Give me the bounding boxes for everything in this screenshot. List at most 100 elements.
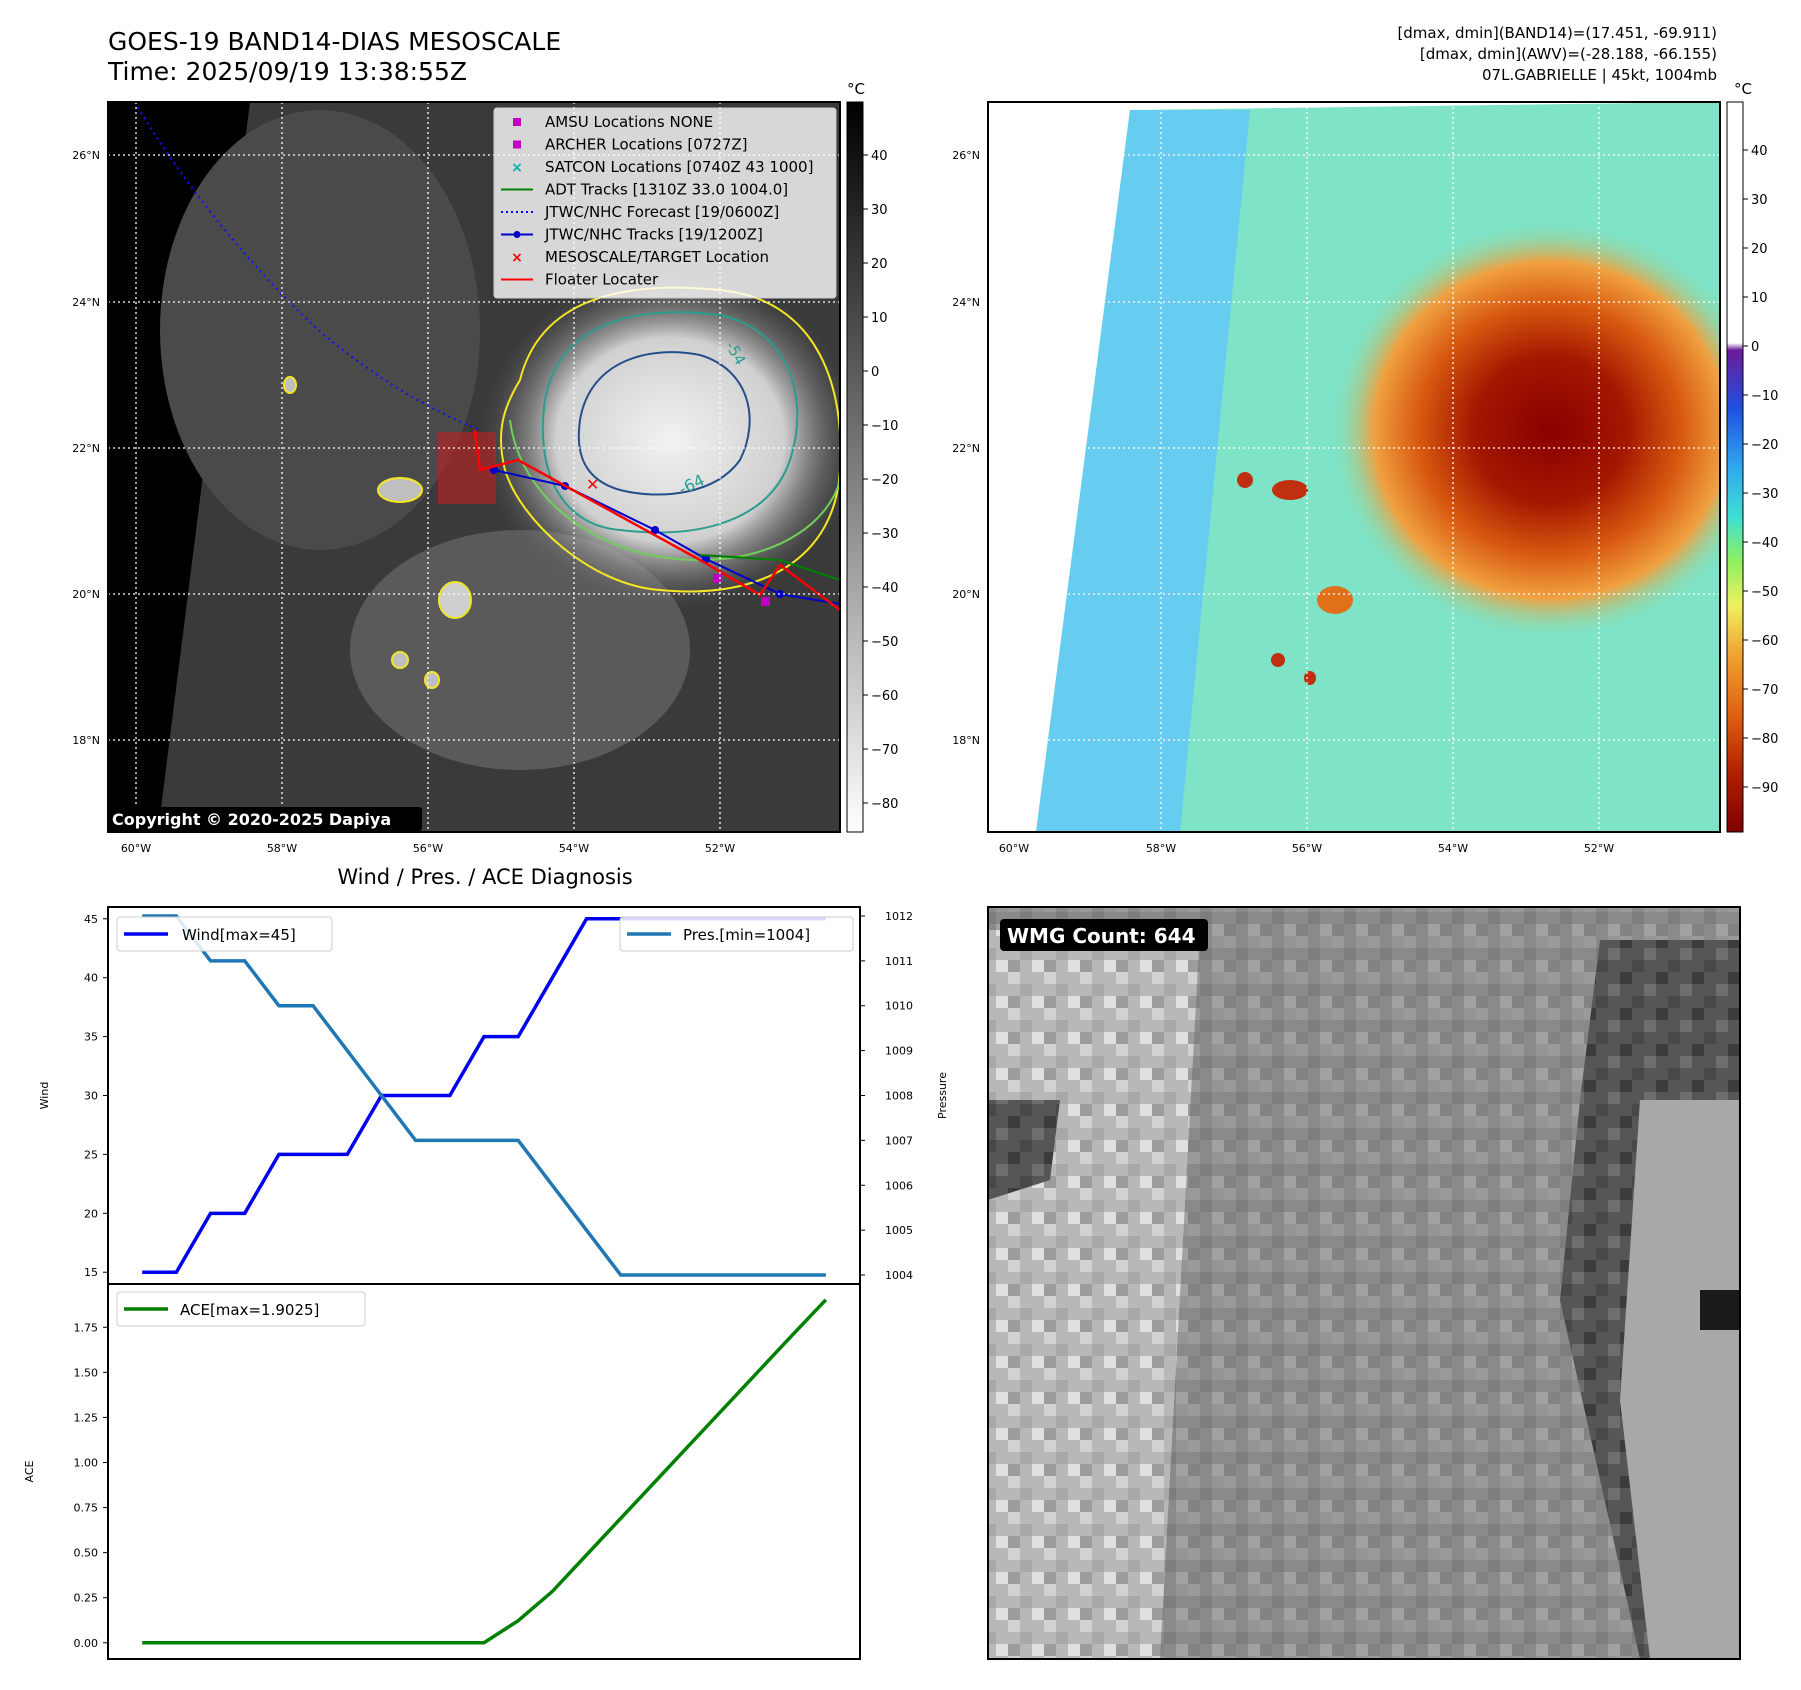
ir-contour-green <box>509 419 840 562</box>
ir-colorbar <box>846 101 864 833</box>
pressure-series-line <box>142 914 826 1277</box>
colorbar-tick-label: 30 <box>871 203 888 218</box>
jtwc-track-point <box>651 526 659 534</box>
lat-label: 22°N <box>72 442 100 455</box>
copyright-badge <box>108 807 422 831</box>
ir-legend: AMSU Locations NONE ARCHER Locations [072… <box>493 107 837 299</box>
wind-pressure-chart: 15 20 25 30 35 40 45 1004 1005 1006 1007 1008 1009 10… <box>38 906 949 1285</box>
colorbar-tick-label: 40 <box>1751 144 1768 159</box>
colorbar-tick-label: −40 <box>871 581 898 596</box>
pressure-y-tick-label: 1004 <box>885 1269 913 1282</box>
wmg-count-label: WMG Count: 644 <box>1007 924 1196 948</box>
colorbar-tick-label: −80 <box>1751 732 1778 747</box>
legend-label: AMSU Locations NONE <box>545 113 713 131</box>
awv-cell-1 <box>1317 586 1353 614</box>
ace-y-tick-label: 1.25 <box>74 1411 99 1424</box>
ace-plot-frame <box>107 1283 861 1660</box>
colorbar-tick-label: −90 <box>1751 781 1778 796</box>
legend-marker-x: × <box>511 250 523 266</box>
lon-label: 54°W <box>559 842 589 855</box>
ace-y-label: ACE <box>23 1460 36 1482</box>
lon-label: 56°W <box>413 842 443 855</box>
colorbar-tick-label: −20 <box>1751 438 1778 453</box>
pressure-legend-box <box>619 916 854 952</box>
pressure-y-tick-label: 1005 <box>885 1224 913 1237</box>
wind-legend-box <box>116 916 333 952</box>
ace-y-tick-label: 1.75 <box>74 1321 99 1334</box>
ir-cell-5 <box>283 376 297 394</box>
colorbar-tick-label: 0 <box>871 365 879 380</box>
colorbar-tick-label: 20 <box>1751 242 1768 257</box>
wind-y-tick-label: 25 <box>84 1148 98 1161</box>
pressure-y-tick-label: 1008 <box>885 1090 913 1103</box>
pressure-y-tick-label: 1012 <box>885 910 913 923</box>
colorbar-tick-label: −20 <box>871 473 898 488</box>
awv-panel: 26°N 24°N 22°N 20°N 18°N 60°W 58°W 56°W 54°W 52°… <box>952 80 1778 855</box>
colorbar-tick-label: −30 <box>871 527 898 542</box>
lon-label: 56°W <box>1292 842 1322 855</box>
ir-cell-4 <box>424 671 440 689</box>
lon-label: 58°W <box>267 842 297 855</box>
wmg-dark-block <box>1700 1290 1740 1330</box>
pressure-y-tick-label: 1011 <box>885 955 913 968</box>
ace-y-tick-label: 0.00 <box>74 1637 99 1650</box>
awv-frame <box>987 101 1721 833</box>
pressure-y-tick-label: 1007 <box>885 1134 913 1147</box>
lat-label: 26°N <box>952 149 980 162</box>
colorbar-tick-label: 20 <box>871 257 888 272</box>
wind-y-tick-label: 30 <box>84 1090 98 1103</box>
ace-y-tick-label: 1.00 <box>74 1456 99 1469</box>
wind-y-tick-label: 20 <box>84 1207 98 1220</box>
colorbar-tick-label: −50 <box>1751 585 1778 600</box>
legend-label: ARCHER Locations [0727Z] <box>545 136 748 154</box>
ace-chart: 0.00 0.25 0.50 0.75 1.00 1.25 1.50 1.75 ACE ACE[m… <box>23 1283 861 1660</box>
wind-legend-label: Wind[max=45] <box>182 926 296 944</box>
ir-colorbar-unit: °C <box>847 80 865 98</box>
ir-cell-3 <box>391 651 409 669</box>
figure-time: Time: 2025/09/19 13:38:55Z <box>107 57 467 86</box>
legend-label: JTWC/NHC Forecast [19/0600Z] <box>544 203 779 221</box>
legend-marker-square <box>513 140 521 149</box>
colorbar-tick-label: −60 <box>871 689 898 704</box>
adt-track <box>699 554 840 581</box>
wmg-gray-east <box>1620 1100 1740 1659</box>
awv-gridlines <box>988 102 1720 832</box>
lat-label: 22°N <box>952 442 980 455</box>
diagnosis-title: Wind / Pres. / ACE Diagnosis <box>337 865 632 889</box>
ir-frame <box>107 101 841 833</box>
wind-y-tick-label: 15 <box>84 1266 98 1279</box>
lon-label: 52°W <box>1584 842 1614 855</box>
ir-contour-54 <box>541 311 799 534</box>
ir-cell-1 <box>438 581 472 619</box>
legend-marker-square <box>513 118 521 126</box>
awv-cell-5 <box>1304 671 1316 685</box>
mesoscale-target-marker: ✕ <box>586 475 599 494</box>
lat-label: 20°N <box>952 588 980 601</box>
colorbar-tick-label: −30 <box>1751 487 1778 502</box>
colorbar-tick-label: 10 <box>1751 291 1768 306</box>
lat-label: 20°N <box>72 588 100 601</box>
ace-legend-box <box>116 1291 366 1327</box>
wmg-frame <box>987 906 1741 1660</box>
awv-colorbar <box>1726 101 1744 833</box>
legend-label: Floater Locater <box>545 271 659 289</box>
colorbar-tick-label: −40 <box>1751 536 1778 551</box>
ir-cell-2 <box>377 477 423 503</box>
floater-locater <box>473 429 840 611</box>
stats-band14: [dmax, dmin](BAND14)=(17.451, -69.911) <box>1397 24 1717 42</box>
wind-plot-frame <box>107 906 861 1285</box>
copyright-text: Copyright © 2020-2025 Dapiya <box>112 810 391 829</box>
legend-label: SATCON Locations [0740Z 43 1000] <box>545 158 813 176</box>
lon-label: 54°W <box>1438 842 1468 855</box>
legend-label: ADT Tracks [1310Z 33.0 1004.0] <box>545 181 788 199</box>
awv-cell-3 <box>1237 472 1253 488</box>
awv-storm <box>1330 220 1720 640</box>
pressure-y-tick-label: 1009 <box>885 1045 913 1058</box>
archer-marker <box>761 597 770 606</box>
awv-field-west <box>1036 110 1250 832</box>
wmg-panel: WMG Count: 644 <box>987 906 1741 1660</box>
lat-label: 18°N <box>952 734 980 747</box>
wmg-dark-nw <box>988 1100 1060 1200</box>
awv-cell-4 <box>1271 653 1285 667</box>
